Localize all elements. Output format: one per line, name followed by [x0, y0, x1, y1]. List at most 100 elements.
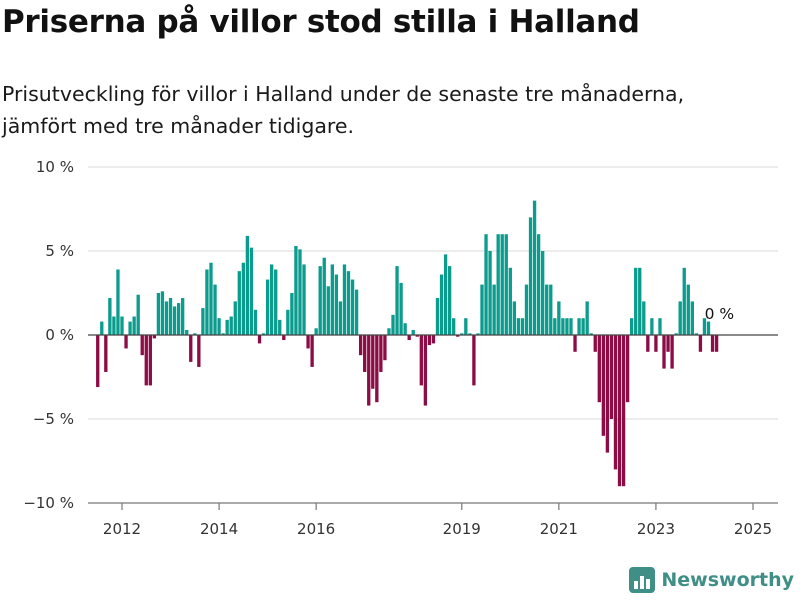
bar	[714, 335, 719, 352]
axes	[88, 334, 778, 510]
bar-chart-logo-icon	[629, 567, 656, 593]
bar	[383, 335, 387, 361]
bar	[379, 335, 383, 372]
bar	[282, 335, 286, 341]
bar	[670, 335, 674, 369]
bar	[674, 333, 678, 335]
bar	[650, 318, 654, 335]
page-title: Priserna på villor stod stilla i Halland	[2, 4, 640, 40]
bar	[274, 269, 278, 335]
bar	[176, 303, 181, 335]
bar	[536, 234, 541, 335]
bar	[148, 335, 152, 386]
bar	[261, 333, 266, 335]
bar	[698, 335, 703, 352]
bar	[265, 279, 270, 335]
bar	[96, 335, 100, 388]
bar	[197, 335, 201, 367]
bar	[294, 245, 298, 335]
bar	[423, 335, 428, 406]
bar	[104, 335, 108, 372]
bar	[124, 335, 128, 349]
bar	[172, 306, 177, 335]
bar	[354, 289, 359, 335]
newsworthy-logo: Newsworthy	[629, 567, 794, 593]
bar	[435, 298, 440, 335]
bar	[508, 267, 512, 335]
bar	[375, 335, 379, 403]
bar	[504, 234, 508, 335]
bar	[326, 286, 330, 335]
bar	[617, 335, 622, 487]
bar	[221, 333, 225, 335]
bar	[302, 264, 306, 335]
bar	[181, 298, 185, 335]
bar	[585, 301, 589, 335]
bar	[334, 274, 339, 335]
x-tick-label: 2012	[103, 520, 141, 538]
bar	[577, 318, 581, 335]
bar	[658, 318, 662, 335]
bar	[480, 284, 484, 335]
y-tick-label: 0 %	[45, 326, 74, 344]
bar	[646, 335, 650, 352]
bar	[205, 269, 209, 335]
x-tick-label: 2021	[540, 520, 578, 538]
x-tick-label: 2023	[637, 520, 675, 538]
bar	[245, 235, 250, 335]
bar	[237, 271, 241, 335]
bar	[549, 284, 553, 335]
bar	[516, 318, 521, 335]
brand-name: Newsworthy	[661, 569, 794, 591]
x-tick-label: 2014	[200, 520, 238, 538]
bar	[225, 319, 229, 335]
bar	[217, 318, 221, 335]
bar	[209, 262, 213, 335]
bar	[152, 335, 157, 339]
bar	[710, 335, 715, 352]
bar	[439, 274, 444, 335]
bar	[524, 284, 529, 335]
bar	[270, 264, 274, 335]
y-tick-label: 5 %	[45, 242, 74, 260]
bar	[694, 333, 699, 335]
x-tick-label: 2025	[734, 520, 772, 538]
bar	[427, 335, 432, 346]
bar	[702, 318, 707, 335]
bar	[443, 254, 448, 335]
bar	[391, 314, 395, 335]
bar	[553, 318, 557, 335]
bar	[168, 298, 173, 335]
bar	[140, 335, 144, 356]
bar	[512, 301, 517, 335]
bar	[112, 316, 116, 335]
bar	[706, 321, 711, 335]
bar	[100, 321, 104, 335]
bar	[415, 335, 419, 337]
bar	[411, 329, 415, 335]
bar	[520, 318, 525, 335]
bar	[484, 234, 488, 335]
page-subtitle: Prisutveckling för villor i Halland unde…	[2, 82, 685, 138]
bar	[164, 301, 169, 335]
x-tick-label: 2019	[443, 520, 481, 538]
bar	[310, 335, 314, 367]
bar	[318, 266, 322, 335]
bar	[532, 200, 537, 335]
bar	[314, 328, 318, 335]
bar	[609, 335, 614, 419]
labels: 10 % 5 % 0 % −5 % −10 % 2012 2014 2016 2019 2021 2…	[23, 158, 772, 538]
bar	[561, 318, 565, 335]
bar	[350, 279, 355, 335]
bar	[613, 335, 618, 470]
bar	[233, 301, 237, 335]
bar	[621, 335, 626, 487]
bar	[686, 284, 690, 335]
bar	[346, 271, 351, 335]
bar	[464, 318, 468, 335]
bar	[322, 257, 326, 335]
bar	[569, 318, 573, 335]
bar	[581, 318, 585, 335]
bar	[306, 335, 310, 349]
